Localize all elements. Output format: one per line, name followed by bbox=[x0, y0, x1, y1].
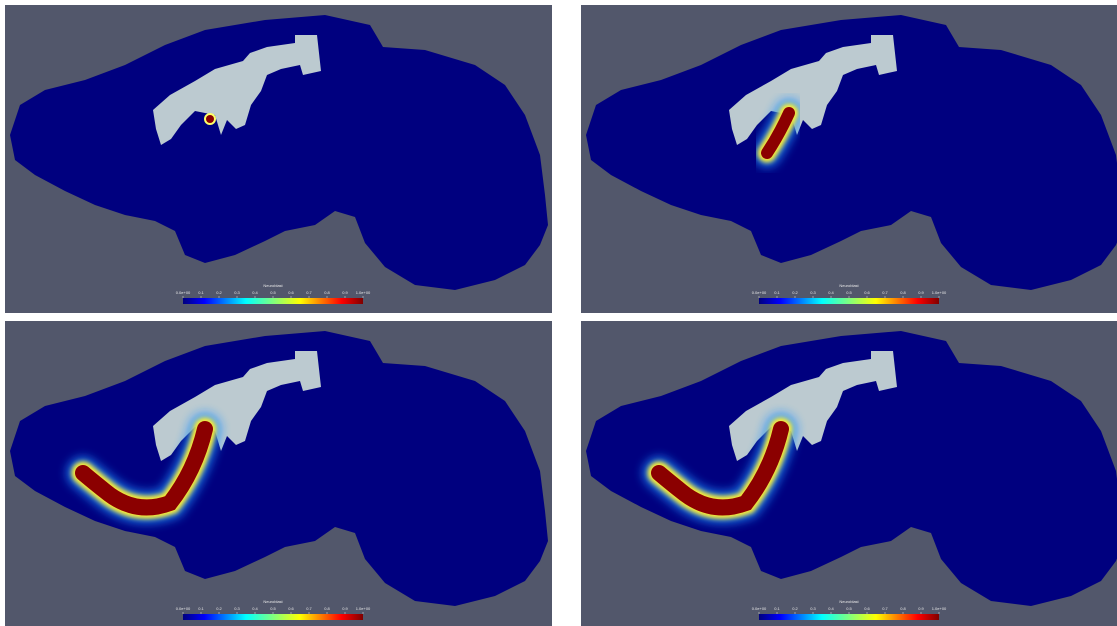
colorbar-title: Neuroblast bbox=[263, 283, 283, 288]
colorbar-tick-label: 0.8 bbox=[900, 290, 906, 295]
colorbar-tick-label: 0.2 bbox=[216, 606, 222, 611]
colorbar-tick-label: 0.0e+00 bbox=[752, 290, 767, 295]
colorbar-tick-label: 0.1 bbox=[774, 290, 780, 295]
colorbar-tick-label: 0.5 bbox=[846, 606, 852, 611]
colorbar-tick-label: 0.2 bbox=[216, 290, 222, 295]
colorbar-tick-label: 0.3 bbox=[810, 606, 816, 611]
colorbar-tick-label: 0.9 bbox=[342, 606, 348, 611]
colorbar-tick-label: 0.0e+00 bbox=[176, 606, 191, 611]
colorbar-tick-label: 0.8 bbox=[324, 606, 330, 611]
colorbar-tick-label: 0.4 bbox=[252, 290, 258, 295]
colorbar-tick-label: 1.0e+00 bbox=[932, 606, 947, 611]
colorbar-tick-label: 0.2 bbox=[792, 290, 798, 295]
colorbar-tick-label: 1.0e+00 bbox=[356, 606, 371, 611]
panel: Neuroblast 0.0e+00 0.1 0.2 0.3 0.4 0.5 0.6 0.7 0.… bbox=[581, 321, 1117, 626]
colorbar-tick-label: 0.2 bbox=[792, 606, 798, 611]
source bbox=[206, 115, 214, 123]
colorbar-tick-label: 0.3 bbox=[234, 606, 240, 611]
page: Neuroblast 0.0e+00 0.1 0.2 0.3 0.4 0.5 0.6 0.7 0.… bbox=[0, 0, 1117, 626]
colorbar-tick-label: 0.7 bbox=[306, 606, 312, 611]
colorbar-tick-label: 0.4 bbox=[828, 290, 834, 295]
panel: Neuroblast 0.0e+00 0.1 0.2 0.3 0.4 0.5 0.6 0.7 0.… bbox=[5, 5, 552, 313]
colorbar-tick-label: 0.3 bbox=[234, 290, 240, 295]
panel: Neuroblast 0.0e+00 0.1 0.2 0.3 0.4 0.5 0.6 0.7 0.… bbox=[581, 5, 1117, 313]
colorbar-tick-label: 0.4 bbox=[828, 606, 834, 611]
colorbar-tick-label: 0.1 bbox=[198, 606, 204, 611]
colorbar-tick-label: 1.0e+00 bbox=[932, 290, 947, 295]
colorbar-title: Neuroblast bbox=[839, 599, 859, 604]
colorbar-tick-label: 0.8 bbox=[900, 606, 906, 611]
colorbar bbox=[759, 614, 939, 620]
colorbar bbox=[183, 298, 363, 304]
colorbar-title: Neuroblast bbox=[839, 283, 859, 288]
panel: Neuroblast 0.0e+00 0.1 0.2 0.3 0.4 0.5 0.6 0.7 0.… bbox=[5, 321, 552, 626]
colorbar-tick-label: 0.5 bbox=[270, 606, 276, 611]
colorbar-tick-label: 0.5 bbox=[846, 290, 852, 295]
colorbar-tick-label: 0.9 bbox=[918, 290, 924, 295]
colorbar-tick-label: 0.1 bbox=[198, 290, 204, 295]
colorbar-tick-label: 0.8 bbox=[324, 290, 330, 295]
colorbar bbox=[759, 298, 939, 304]
colorbar-tick-label: 0.0e+00 bbox=[176, 290, 191, 295]
colorbar-title: Neuroblast bbox=[263, 599, 283, 604]
colorbar-tick-label: 0.6 bbox=[288, 290, 294, 295]
colorbar-tick-label: 0.0e+00 bbox=[752, 606, 767, 611]
colorbar-tick-label: 0.5 bbox=[270, 290, 276, 295]
figure: Neuroblast 0.0e+00 0.1 0.2 0.3 0.4 0.5 0.6 0.7 0.… bbox=[0, 0, 1117, 626]
colorbar-tick-label: 0.3 bbox=[810, 290, 816, 295]
colorbar-tick-label: 0.7 bbox=[882, 606, 888, 611]
colorbar-tick-label: 0.9 bbox=[918, 606, 924, 611]
colorbar-tick-label: 0.1 bbox=[774, 606, 780, 611]
colorbar-tick-label: 0.6 bbox=[288, 606, 294, 611]
colorbar-tick-label: 0.7 bbox=[882, 290, 888, 295]
colorbar-tick-label: 0.4 bbox=[252, 606, 258, 611]
colorbar-tick-label: 0.9 bbox=[342, 290, 348, 295]
colorbar-tick-label: 0.6 bbox=[864, 606, 870, 611]
colorbar bbox=[183, 614, 363, 620]
colorbar-tick-label: 0.6 bbox=[864, 290, 870, 295]
colorbar-tick-label: 0.7 bbox=[306, 290, 312, 295]
colorbar-tick-label: 1.0e+00 bbox=[356, 290, 371, 295]
